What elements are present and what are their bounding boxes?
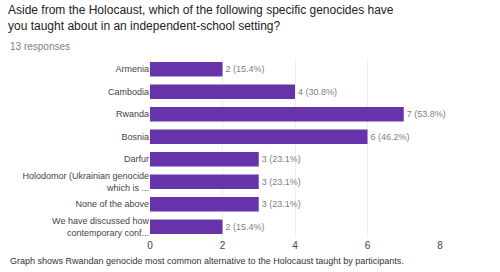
svg-text:6 (46.2%): 6 (46.2%) [371, 132, 410, 142]
svg-text:Bosnia: Bosnia [121, 132, 149, 142]
svg-text:3 (23.1%): 3 (23.1%) [262, 177, 301, 187]
svg-text:2 (15.4%): 2 (15.4%) [226, 222, 265, 232]
svg-text:0: 0 [147, 240, 153, 251]
svg-text:Darfur: Darfur [124, 154, 149, 164]
svg-text:4: 4 [292, 240, 298, 251]
svg-text:Armenia: Armenia [115, 64, 149, 74]
svg-text:We have discussed howcontempor: We have discussed howcontemporary conf..… [52, 216, 149, 238]
svg-text:None of the above: None of the above [75, 199, 149, 209]
svg-text:2: 2 [220, 240, 226, 251]
svg-text:13 responses: 13 responses [10, 41, 70, 52]
svg-text:2 (15.4%): 2 (15.4%) [226, 64, 265, 74]
svg-text:3 (23.1%): 3 (23.1%) [262, 199, 301, 209]
svg-text:Cambodia: Cambodia [108, 87, 149, 97]
svg-text:8: 8 [437, 240, 443, 251]
svg-text:Graph shows Rwandan genocide m: Graph shows Rwandan genocide most common… [10, 256, 404, 266]
svg-text:Holodomor (Ukrainian genocidew: Holodomor (Ukrainian genocidewhich is ..… [22, 171, 149, 193]
svg-text:Aside from the Holocaust, whic: Aside from the Holocaust, which of the f… [8, 3, 394, 33]
svg-text:6: 6 [365, 240, 371, 251]
svg-text:Rwanda: Rwanda [116, 109, 149, 119]
svg-text:4 (30.8%): 4 (30.8%) [298, 87, 337, 97]
svg-text:3 (23.1%): 3 (23.1%) [262, 154, 301, 164]
svg-text:7 (53.8%): 7 (53.8%) [407, 109, 446, 119]
